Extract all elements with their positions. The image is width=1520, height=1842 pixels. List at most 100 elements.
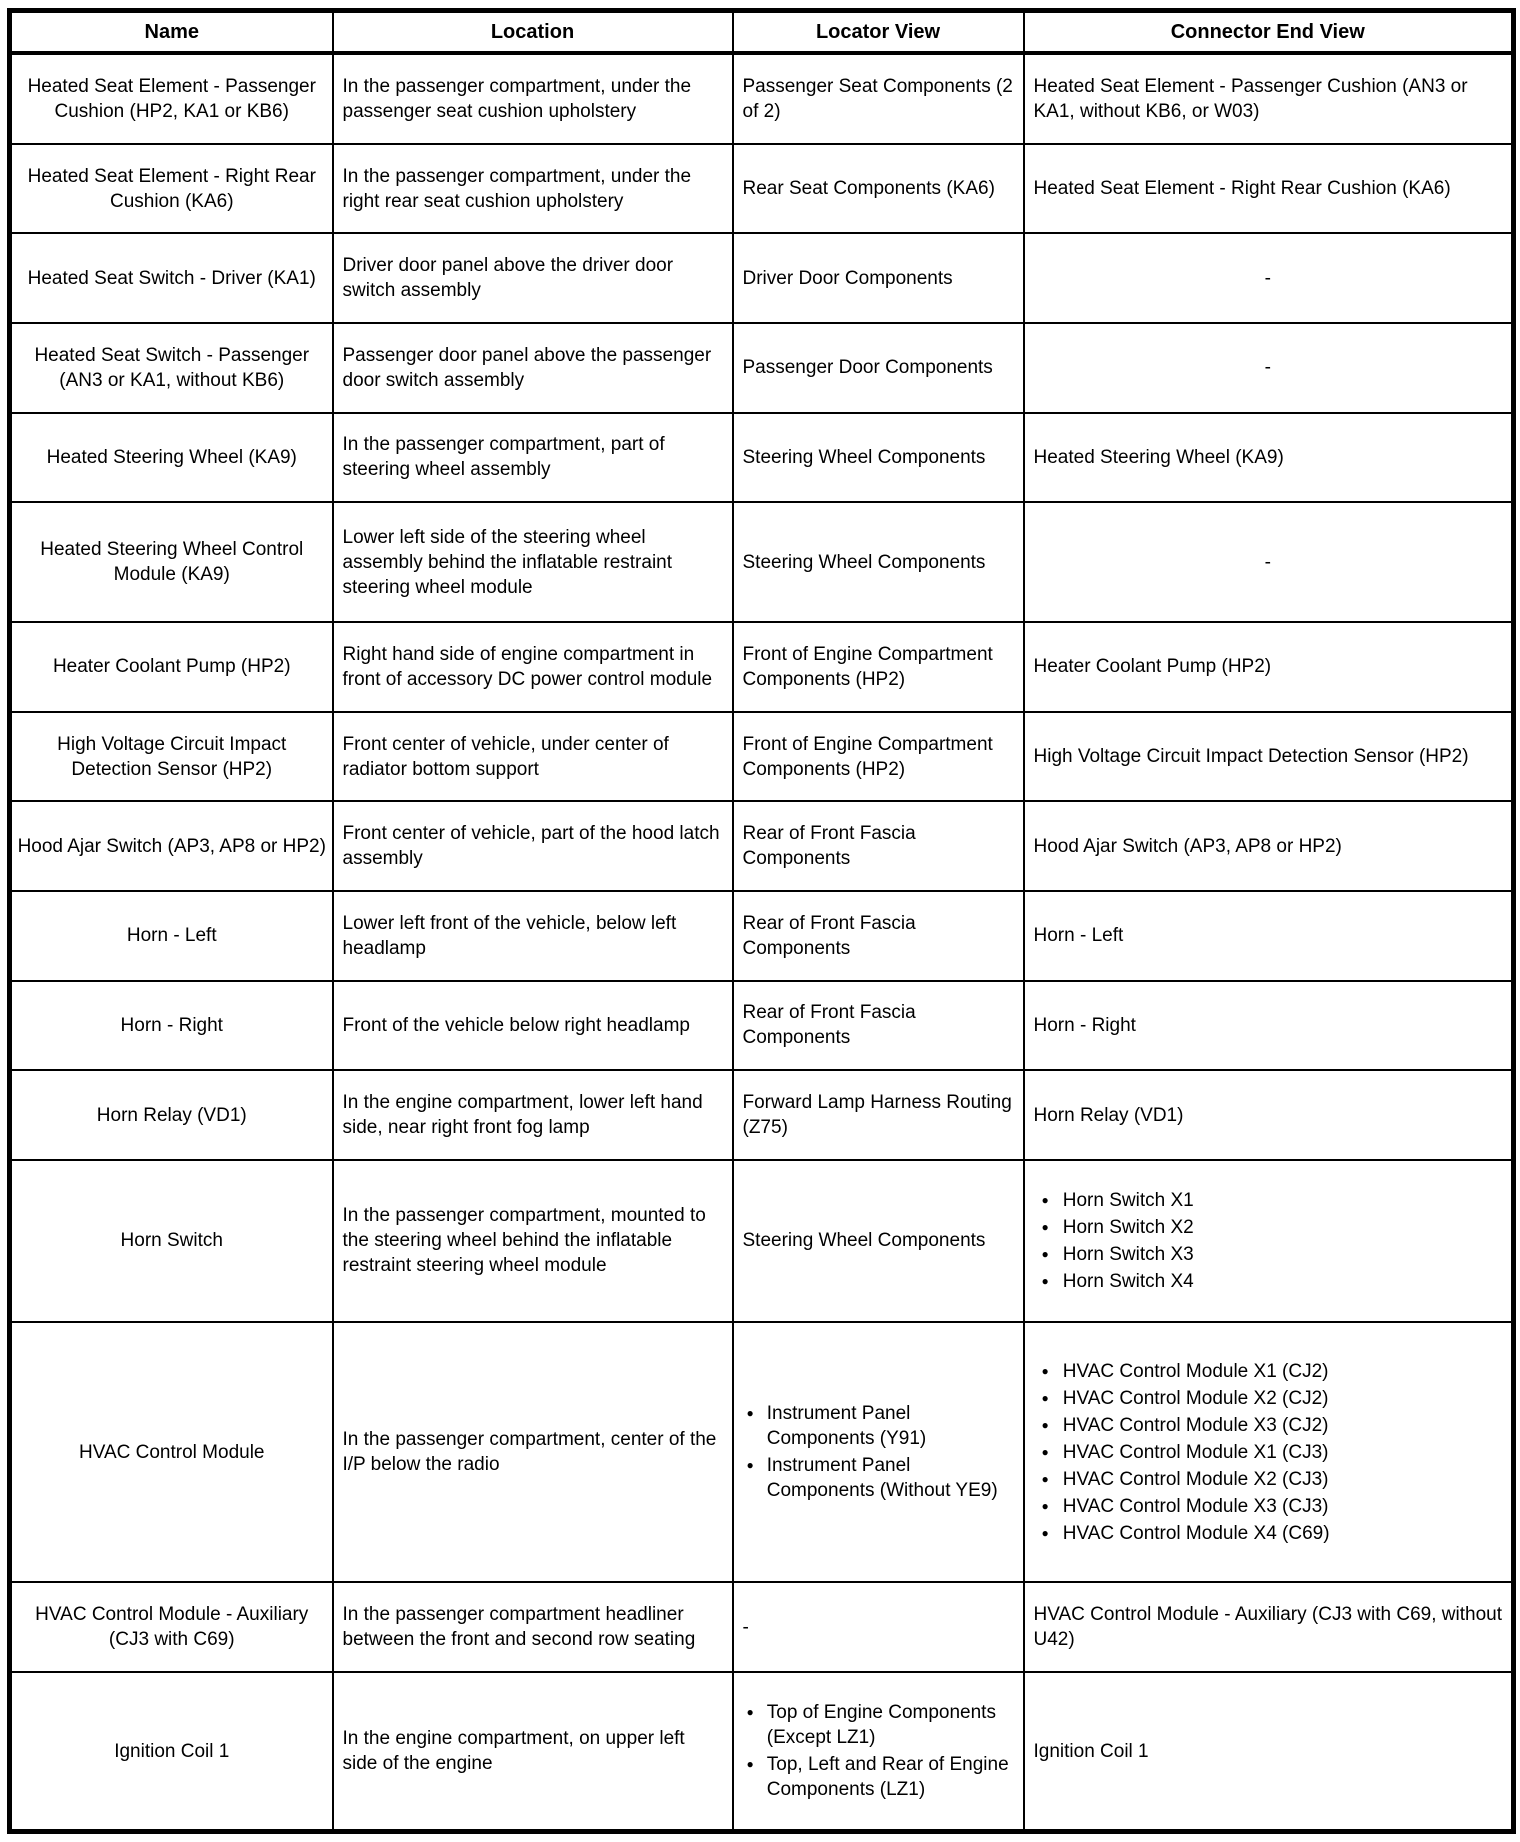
location-cell: In the passenger compartment, mounted to… [331,1158,734,1324]
locator-view-cell: Driver Door Components [731,232,1025,325]
list-item-text: HVAC Control Module X4 (C69) [1062,1522,1330,1544]
bullet-icon: ● [1041,1390,1049,1405]
bullet-icon: ● [1041,1498,1049,1513]
name-cell: Heated Seat Element - Passenger Cushion … [8,52,334,145]
bullet-list: ● Top of Engine Components (Except LZ1) ● T… [743,1700,1014,1802]
location-cell: Lower left side of the steering wheel as… [331,501,734,624]
list-item: ● Horn Switch X1 [1034,1188,1503,1213]
list-item: ● Instrument Panel Components (Without YE… [743,1453,1014,1503]
table-row: Hood Ajar Switch (AP3, AP8 or HP2) Front … [8,800,1515,892]
list-item: ● HVAC Control Module X2 (CJ2) [1034,1386,1503,1411]
bullet-icon: ● [746,1705,754,1720]
name-cell: Heated Steering Wheel Control Module (KA… [8,501,334,624]
table-row: High Voltage Circuit Impact Detection Se… [8,710,1515,803]
list-item-text: HVAC Control Module X2 (CJ3) [1062,1468,1329,1490]
locator-view-cell: Rear Seat Components (KA6) [731,142,1025,235]
table-row: Horn Relay (VD1) In the engine compartmen… [8,1069,1515,1161]
list-item-text: HVAC Control Module X3 (CJ3) [1062,1495,1329,1517]
table-row: Heated Seat Element - Right Rear Cushion… [8,142,1515,235]
name-cell: Horn Switch [8,1158,334,1324]
list-item: ● Instrument Panel Components (Y91) [743,1401,1014,1451]
connector-end-view-cell: HVAC Control Module - Auxiliary (CJ3 wit… [1022,1581,1515,1674]
name-cell: HVAC Control Module [8,1321,334,1584]
location-cell: In the passenger compartment headliner b… [331,1581,734,1674]
list-item-text: Horn Switch X3 [1062,1243,1194,1265]
connector-end-view-cell: Horn Relay (VD1) [1022,1069,1515,1161]
table-row: Ignition Coil 1 In the engine compartment… [8,1671,1515,1833]
locator-view-cell: Steering Wheel Components [731,1158,1025,1324]
locator-view-cell: Rear of Front Fascia Components [731,889,1025,982]
location-cell: Driver door panel above the driver door … [331,232,734,325]
name-cell: Heated Seat Element - Right Rear Cushion… [8,142,334,235]
table-row: Heater Coolant Pump (HP2) Right hand side… [8,621,1515,713]
table-row: Heated Steering Wheel (KA9) In the passen… [8,411,1515,504]
locator-view-cell: Forward Lamp Harness Routing (Z75) [731,1069,1025,1161]
connector-end-view-cell: Ignition Coil 1 [1022,1671,1515,1833]
list-item-text: Horn Switch X1 [1062,1189,1194,1211]
column-header-connector-end-view: Connector End View [1022,9,1515,55]
locator-view-cell: - [731,1581,1025,1674]
connector-end-view-cell: - [1022,232,1515,325]
connector-end-view-cell: Horn - Left [1022,889,1515,982]
table-row: Heated Steering Wheel Control Module (KA… [8,501,1515,624]
location-cell: Front center of vehicle, under center of… [331,710,734,803]
list-item-text: Instrument Panel Components (Y91) [766,1403,927,1450]
connector-end-view-cell: - [1022,501,1515,624]
location-cell: In the engine compartment, on upper left… [331,1671,734,1833]
list-item: ● Top of Engine Components (Except LZ1) [743,1700,1014,1750]
bullet-icon: ● [746,1406,754,1421]
table-row: Horn - Right Front of the vehicle below r… [8,979,1515,1072]
connector-end-view-cell: Hood Ajar Switch (AP3, AP8 or HP2) [1022,800,1515,892]
bullet-icon: ● [1041,1525,1049,1540]
bullet-list: ● HVAC Control Module X1 (CJ2) ● HVAC Contr… [1034,1359,1503,1546]
connector-end-view-cell: Heater Coolant Pump (HP2) [1022,621,1515,713]
name-cell: Horn - Right [8,979,334,1072]
table-header: Name Location Locator View Connector End… [8,9,1515,55]
list-item-text: HVAC Control Module X1 (CJ2) [1062,1360,1329,1382]
list-item: ● HVAC Control Module X3 (CJ3) [1034,1494,1503,1519]
location-cell: In the engine compartment, lower left ha… [331,1069,734,1161]
table-row: Heated Seat Element - Passenger Cushion … [8,52,1515,145]
table-row: HVAC Control Module In the passenger comp… [8,1321,1515,1584]
location-cell: In the passenger compartment, under the … [331,52,734,145]
locator-view-cell: Front of Engine Compartment Components (… [731,710,1025,803]
list-item: ● Horn Switch X2 [1034,1215,1503,1240]
column-header-name: Name [8,9,334,55]
location-cell: In the passenger compartment, center of … [331,1321,734,1584]
name-cell: Horn Relay (VD1) [8,1069,334,1161]
name-cell: Horn - Left [8,889,334,982]
location-cell: In the passenger compartment, under the … [331,142,734,235]
connector-end-view-cell: ● Horn Switch X1 ● Horn Switch X2 ● Horn Swit… [1022,1158,1515,1324]
bullet-icon: ● [1041,1192,1049,1207]
name-cell: Heated Seat Switch - Passenger (AN3 or K… [8,322,334,414]
list-item: ● Top, Left and Rear of Engine Components… [743,1752,1014,1802]
locator-view-cell: Steering Wheel Components [731,411,1025,504]
list-item-text: Top of Engine Components (Except LZ1) [766,1702,996,1749]
locator-view-cell: ● Top of Engine Components (Except LZ1) ● T… [731,1671,1025,1833]
locator-view-cell: ● Instrument Panel Components (Y91) ● Instr… [731,1321,1025,1584]
locator-view-cell: Front of Engine Compartment Components (… [731,621,1025,713]
bullet-icon: ● [1041,1417,1049,1432]
list-item-text: Horn Switch X2 [1062,1216,1194,1238]
table-row: Heated Seat Switch - Driver (KA1) Driver … [8,232,1515,325]
bullet-icon: ● [1041,1273,1049,1288]
location-cell: Lower left front of the vehicle, below l… [331,889,734,982]
name-cell: High Voltage Circuit Impact Detection Se… [8,710,334,803]
locator-view-cell: Steering Wheel Components [731,501,1025,624]
location-cell: Passenger door panel above the passenger… [331,322,734,414]
list-item-text: HVAC Control Module X2 (CJ2) [1062,1387,1329,1409]
table-row: HVAC Control Module - Auxiliary (CJ3 wit… [8,1581,1515,1674]
list-item-text: Instrument Panel Components (Without YE9… [766,1455,998,1502]
table-row: Horn - Left Lower left front of the vehic… [8,889,1515,982]
bullet-list: ● Horn Switch X1 ● Horn Switch X2 ● Horn Swit… [1034,1188,1503,1294]
list-item: ● HVAC Control Module X1 (CJ3) [1034,1440,1503,1465]
connector-end-view-cell: Heated Seat Element - Right Rear Cushion… [1022,142,1515,235]
locator-view-cell: Passenger Door Components [731,322,1025,414]
name-cell: HVAC Control Module - Auxiliary (CJ3 wit… [8,1581,334,1674]
list-item-text: HVAC Control Module X1 (CJ3) [1062,1441,1329,1463]
bullet-icon: ● [1041,1363,1049,1378]
connector-end-view-cell: Heated Steering Wheel (KA9) [1022,411,1515,504]
connector-end-view-cell: Heated Seat Element - Passenger Cushion … [1022,52,1515,145]
list-item: ● HVAC Control Module X4 (C69) [1034,1521,1503,1546]
column-header-location: Location [331,9,734,55]
